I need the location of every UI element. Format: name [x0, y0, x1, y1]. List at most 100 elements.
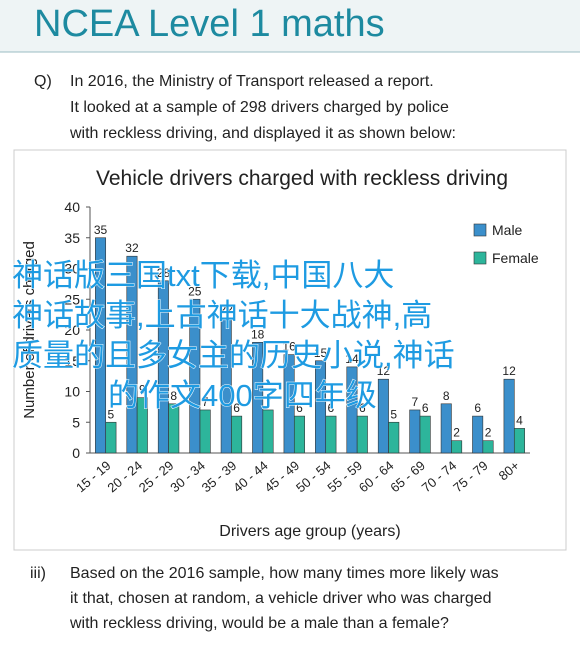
bar: [315, 360, 327, 454]
bar: [356, 415, 368, 454]
chart-frame: [13, 149, 567, 551]
data-label: 25: [188, 284, 202, 298]
question-line: It looked at a sample of 298 drivers cha…: [70, 99, 449, 116]
bar: [503, 378, 515, 454]
data-label: 2: [485, 426, 492, 440]
data-label: 18: [251, 327, 265, 341]
bar: [346, 366, 358, 454]
data-label: 16: [282, 340, 296, 354]
data-label: 14: [345, 352, 359, 366]
bar: [199, 409, 211, 454]
x-tick-label: 30 - 34: [167, 458, 208, 496]
bar: [472, 415, 484, 454]
bar: [451, 440, 463, 454]
data-label: 5: [108, 407, 115, 421]
data-label: 8: [443, 389, 450, 403]
y-tick-label: 5: [72, 414, 80, 430]
x-tick-label: 80+: [496, 458, 523, 484]
overlay-text: 神话版三国txt下载,中国八大: [12, 258, 394, 293]
legend-label: Male: [492, 222, 523, 238]
bar: [126, 255, 138, 454]
data-label: 6: [328, 401, 335, 415]
overlay-text: 质量的且多女主的历史小说,神话: [12, 338, 455, 373]
bar: [283, 354, 295, 454]
x-tick-label: 15 - 19: [73, 458, 114, 496]
question-label: Q): [34, 73, 52, 90]
data-label: 2: [453, 426, 460, 440]
bar: [325, 415, 337, 454]
y-tick-label: 40: [64, 199, 80, 215]
x-tick-label: 50 - 54: [293, 458, 334, 496]
data-label: 12: [377, 364, 391, 378]
x-tick-label: 35 - 39: [199, 458, 240, 496]
overlay-text: 的作文400字四年级: [108, 378, 377, 413]
legend-swatch: [473, 251, 487, 265]
header-band: [0, 0, 580, 52]
legend-swatch: [473, 223, 487, 237]
question-line: it that, chosen at random, a vehicle dri…: [70, 590, 492, 607]
data-label: 6: [359, 401, 366, 415]
bar: [95, 237, 107, 454]
bar: [388, 421, 400, 454]
data-label: 6: [422, 401, 429, 415]
x-tick-label: 55 - 59: [324, 458, 365, 496]
x-tick-label: 70 - 74: [419, 458, 460, 496]
x-tick-label: 20 - 24: [104, 458, 145, 496]
bar: [293, 415, 305, 454]
question-line: Based on the 2016 sample, how many times…: [70, 565, 499, 582]
bar: [136, 397, 148, 454]
data-label: 35: [94, 223, 108, 237]
bar: [168, 403, 180, 454]
data-label: 4: [516, 413, 523, 427]
y-tick-label: 35: [64, 230, 80, 246]
data-label: 6: [296, 401, 303, 415]
legend-label: Female: [492, 250, 539, 266]
y-tick-label: 0: [72, 445, 80, 461]
chart-title: Vehicle drivers charged with reckless dr…: [96, 167, 508, 190]
bar: [419, 415, 431, 454]
data-label: 7: [265, 395, 272, 409]
data-label: 7: [202, 395, 209, 409]
data-label: 15: [314, 346, 328, 360]
question-label: iii): [30, 565, 46, 582]
bar: [262, 409, 274, 454]
bar: [220, 317, 232, 454]
x-tick-label: 75 - 79: [450, 458, 491, 496]
bar: [409, 409, 421, 454]
data-label: 12: [502, 364, 516, 378]
y-tick-label: 30: [64, 261, 80, 277]
bar: [440, 403, 452, 454]
bar: [105, 421, 117, 454]
bar: [377, 378, 389, 454]
data-label: 32: [125, 241, 139, 255]
y-tick-label: 20: [64, 322, 80, 338]
x-tick-label: 60 - 64: [356, 458, 397, 496]
x-tick-label: 45 - 49: [262, 458, 303, 496]
bar: [482, 440, 494, 454]
data-label: 8: [170, 389, 177, 403]
bar: [513, 428, 525, 454]
y-axis-label: Number of drivers charged: [21, 241, 38, 419]
data-label: 5: [390, 407, 397, 421]
data-label: 28: [157, 266, 171, 280]
question-line: In 2016, the Ministry of Transport relea…: [70, 73, 434, 90]
data-label: 6: [233, 401, 240, 415]
data-label: 22: [220, 303, 234, 317]
bar: [189, 298, 201, 454]
overlay-text: 神话故事,上古神话十大战神,高: [12, 298, 432, 333]
question-line: with reckless driving, and displayed it …: [69, 125, 456, 142]
header-title: NCEA Level 1 maths: [34, 3, 385, 45]
y-tick-label: 10: [64, 384, 80, 400]
y-tick-label: 25: [64, 291, 80, 307]
x-axis-label: Drivers age group (years): [219, 523, 400, 540]
data-label: 6: [474, 401, 481, 415]
x-tick-label: 40 - 44: [230, 458, 271, 496]
y-tick-label: 15: [64, 353, 80, 369]
question-line: with reckless driving, would be a male t…: [69, 615, 449, 632]
bar: [231, 415, 243, 454]
bar: [252, 341, 264, 454]
data-label: 9: [139, 383, 146, 397]
x-tick-label: 25 - 29: [136, 458, 177, 496]
